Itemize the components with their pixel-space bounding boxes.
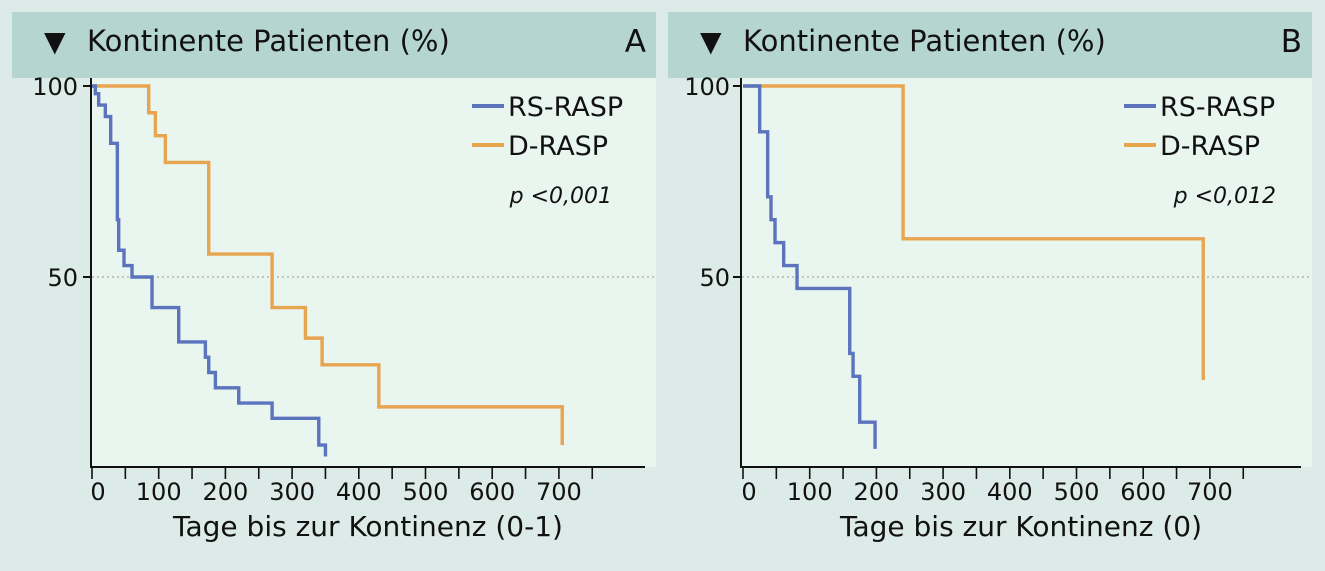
p-value-annotation: p <0,001 bbox=[509, 184, 612, 209]
x-tick-label: 400 bbox=[336, 478, 382, 506]
y-tick-label: 50 bbox=[699, 264, 730, 292]
y-tick-label: 50 bbox=[47, 264, 78, 292]
x-axis-label: Tage bis zur Kontinenz (0) bbox=[839, 510, 1202, 543]
p-value-annotation: p <0,012 bbox=[1173, 184, 1276, 209]
x-tick-label: 500 bbox=[403, 478, 449, 506]
x-tick-label: 600 bbox=[469, 478, 515, 506]
series-line-d-rasp bbox=[743, 84, 1205, 381]
x-tick-label: 700 bbox=[536, 478, 582, 506]
panel-header bbox=[668, 12, 1312, 78]
panel-letter: B bbox=[1281, 24, 1302, 60]
legend-label: D-RASP bbox=[1160, 131, 1260, 162]
legend-label: RS-RASP bbox=[1160, 92, 1275, 123]
x-tick-label: 400 bbox=[987, 478, 1033, 506]
chart-title: Kontinente Patienten (%) bbox=[87, 24, 450, 58]
x-tick-label: 200 bbox=[202, 478, 248, 506]
legend-label: D-RASP bbox=[508, 131, 608, 162]
plot-area bbox=[91, 78, 656, 467]
x-tick-label: 100 bbox=[136, 478, 182, 506]
header-marker-icon: ▼ bbox=[44, 25, 66, 58]
panel-letter: A bbox=[625, 24, 646, 60]
x-tick-label: 0 bbox=[741, 478, 756, 506]
legend-label: RS-RASP bbox=[508, 92, 623, 123]
x-tick-label: 300 bbox=[269, 478, 315, 506]
x-tick-label: 600 bbox=[1120, 478, 1166, 506]
header-marker-icon: ▼ bbox=[700, 25, 722, 58]
series-line-rs-rasp bbox=[92, 84, 328, 457]
x-tick-label: 700 bbox=[1187, 478, 1233, 506]
plot-area bbox=[741, 78, 1312, 467]
chart-title: Kontinente Patienten (%) bbox=[743, 24, 1106, 58]
x-tick-label: 100 bbox=[787, 478, 833, 506]
x-tick-label: 500 bbox=[1054, 478, 1100, 506]
x-tick-label: 300 bbox=[920, 478, 966, 506]
x-tick-label: 200 bbox=[853, 478, 899, 506]
series-line-rs-rasp bbox=[743, 84, 877, 449]
panel-header bbox=[12, 12, 656, 78]
y-tick-label: 100 bbox=[32, 73, 78, 101]
x-axis-label: Tage bis zur Kontinenz (0-1) bbox=[172, 510, 563, 543]
x-tick-label: 0 bbox=[90, 478, 105, 506]
series-line-d-rasp bbox=[92, 84, 564, 446]
y-tick-label: 100 bbox=[684, 73, 730, 101]
